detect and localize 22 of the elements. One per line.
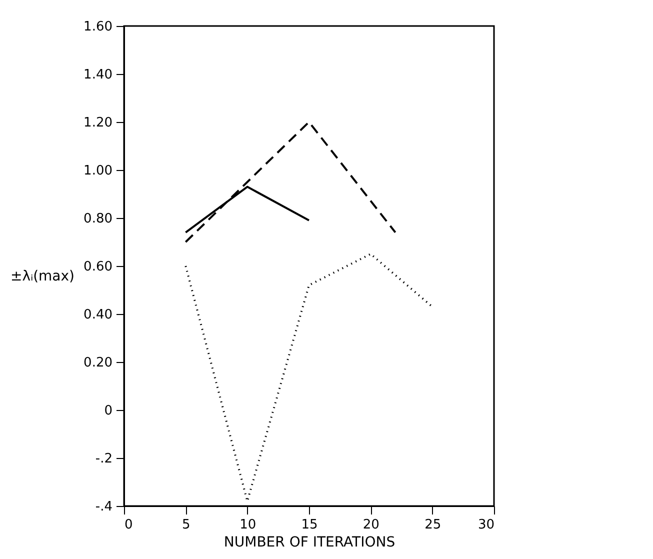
y-tick-label: 0.40 bbox=[84, 308, 112, 322]
x-axis-title: NUMBER OF ITERATIONS bbox=[224, 534, 396, 550]
y-tick-label: -.4 bbox=[95, 500, 112, 514]
y-tick-label: 0 bbox=[104, 404, 112, 418]
x-tick-label: 10 bbox=[240, 518, 256, 532]
y-tick-label: 1.00 bbox=[84, 164, 112, 178]
x-tick-label: 15 bbox=[301, 518, 318, 532]
y-axis-title: ±λᵢ(max) bbox=[10, 268, 74, 284]
line-series bbox=[184, 253, 434, 502]
x-tick-label: 20 bbox=[362, 518, 380, 532]
y-tick-label: 1.60 bbox=[84, 20, 112, 34]
x-tick-label: 0 bbox=[124, 518, 133, 532]
y-tick-label: -.2 bbox=[95, 452, 112, 466]
y-tick-label: 1.40 bbox=[84, 68, 112, 82]
y-tick-label: 1.20 bbox=[84, 116, 112, 130]
y-tick-label: 0.80 bbox=[84, 212, 112, 226]
x-tick-label: 25 bbox=[424, 518, 442, 532]
x-tick-label: 5 bbox=[182, 518, 190, 532]
y-tick-label: 0.60 bbox=[84, 260, 112, 274]
line-series bbox=[184, 121, 396, 243]
y-tick-label: 0.20 bbox=[84, 356, 112, 370]
x-tick-label: 30 bbox=[478, 518, 494, 532]
